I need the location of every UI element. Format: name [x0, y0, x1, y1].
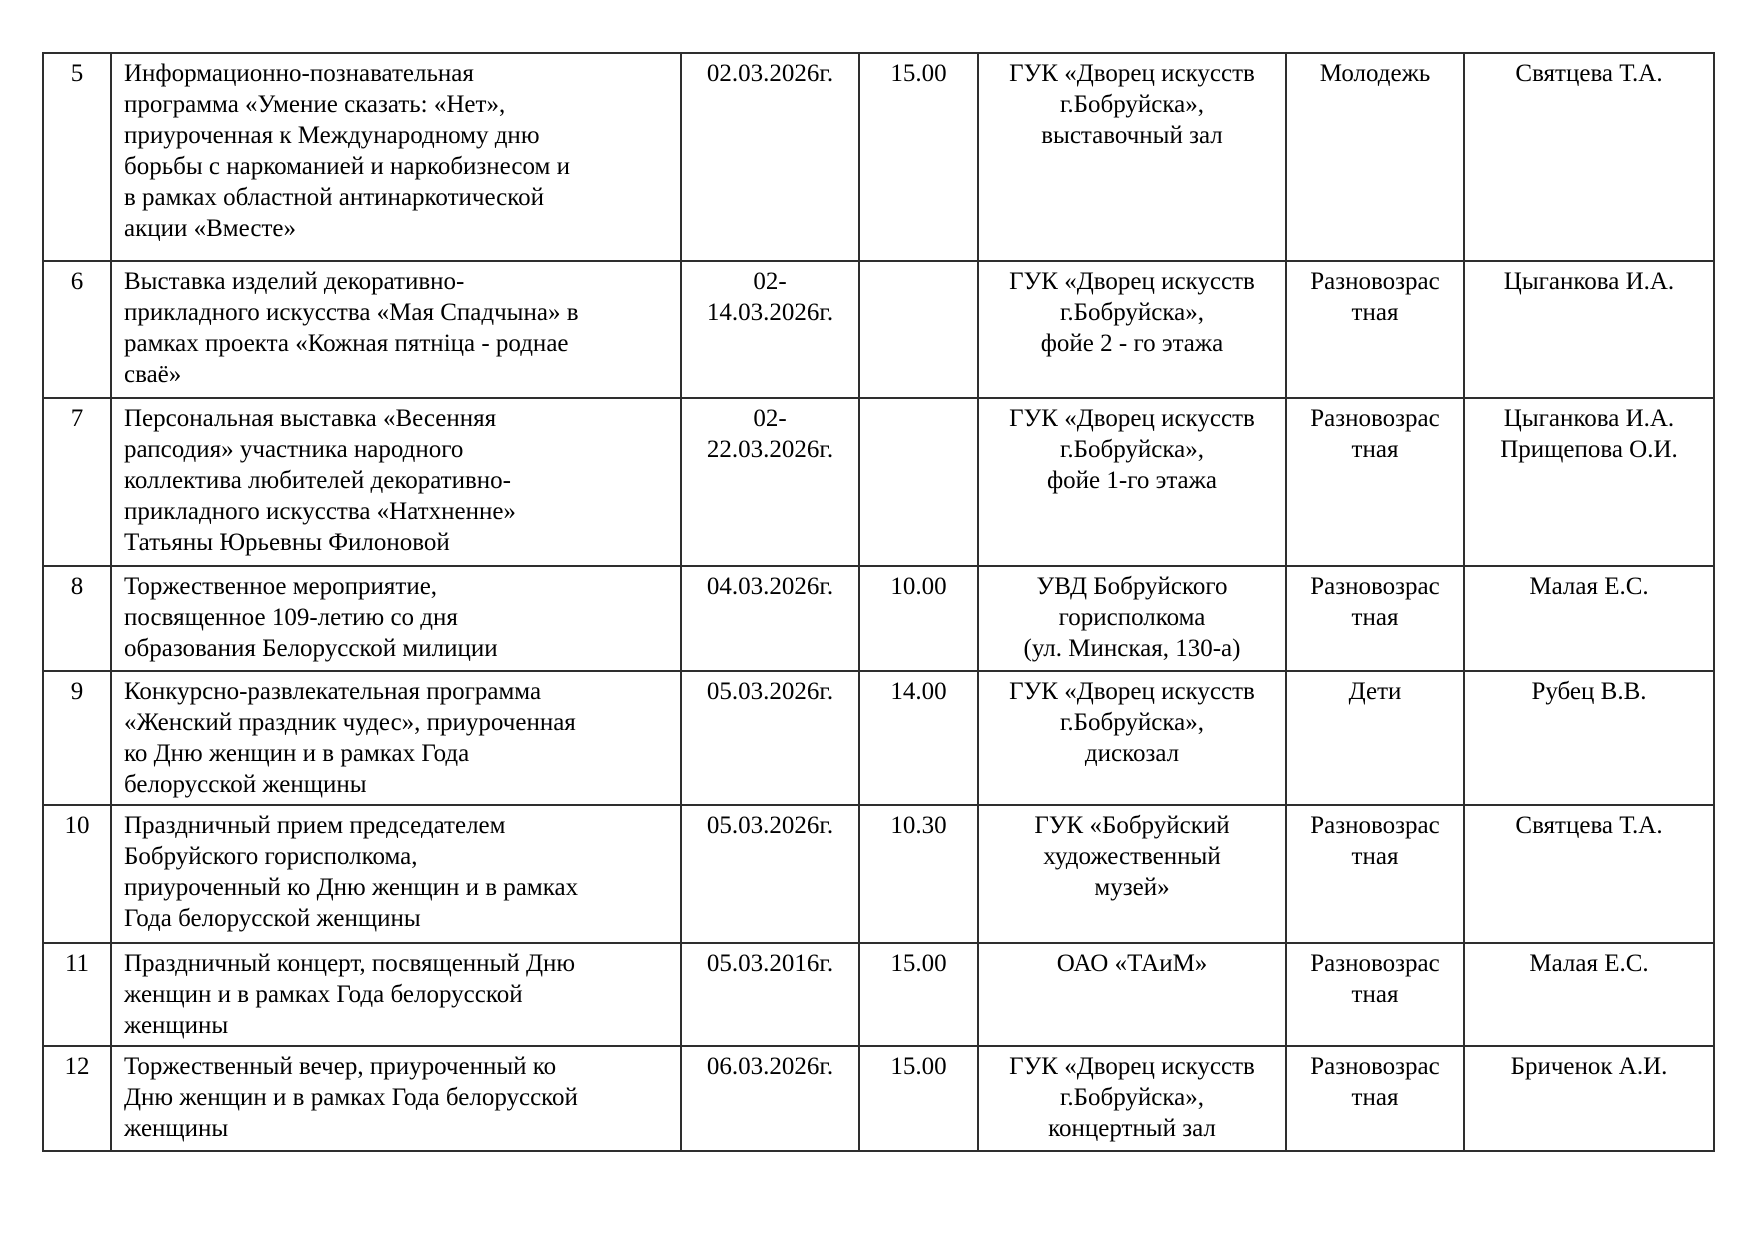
event-description-cell: Информационно-познавательная программа «… — [110, 52, 682, 262]
time-cell: 15.00 — [858, 52, 979, 262]
time-cell: 15.00 — [858, 1045, 979, 1152]
venue-cell: ГУК «Дворец искусств г.Бобруйска», фойе … — [977, 260, 1287, 399]
table-row: 12 Торжественный вечер, приуроченный ко … — [42, 1045, 1715, 1152]
date-cell: 06.03.2026г. — [680, 1045, 860, 1152]
table-row: 8 Торжественное мероприятие, посвященное… — [42, 565, 1715, 672]
date-cell: 02.03.2026г. — [680, 52, 860, 262]
time-cell: 10.30 — [858, 804, 979, 944]
date-cell: 05.03.2026г. — [680, 670, 860, 806]
table-row: 11 Праздничный концерт, посвященный Дню … — [42, 942, 1715, 1047]
time-cell: 15.00 — [858, 942, 979, 1047]
row-number-cell: 10 — [42, 804, 112, 944]
responsible-cell: Цыганкова И.А. Прищепова О.И. — [1463, 397, 1715, 567]
event-description-cell: Праздничный концерт, посвященный Дню жен… — [110, 942, 682, 1047]
venue-cell: ОАО «ТАиМ» — [977, 942, 1287, 1047]
date-cell: 05.03.2016г. — [680, 942, 860, 1047]
event-description-cell: Выставка изделий декоративно- прикладног… — [110, 260, 682, 399]
audience-cell: Разновозрас тная — [1285, 565, 1465, 672]
responsible-cell: Малая Е.С. — [1463, 942, 1715, 1047]
row-number-cell: 11 — [42, 942, 112, 1047]
venue-cell: ГУК «Дворец искусств г.Бобруйска», диско… — [977, 670, 1287, 806]
audience-cell: Разновозрас тная — [1285, 397, 1465, 567]
event-description-cell: Праздничный прием председателем Бобруйск… — [110, 804, 682, 944]
responsible-cell: Цыганкова И.А. — [1463, 260, 1715, 399]
responsible-cell: Малая Е.С. — [1463, 565, 1715, 672]
responsible-cell: Рубец В.В. — [1463, 670, 1715, 806]
events-schedule-table: 5 Информационно-познавательная программа… — [42, 52, 1715, 1152]
table-row: 9 Конкурсно-развлекательная программа «Ж… — [42, 670, 1715, 806]
time-cell: 10.00 — [858, 565, 979, 672]
table-row: 6 Выставка изделий декоративно- прикладн… — [42, 260, 1715, 399]
date-cell: 05.03.2026г. — [680, 804, 860, 944]
table-row: 5 Информационно-познавательная программа… — [42, 52, 1715, 262]
audience-cell: Дети — [1285, 670, 1465, 806]
row-number-cell: 9 — [42, 670, 112, 806]
venue-cell: ГУК «Бобруйский художественный музей» — [977, 804, 1287, 944]
date-cell: 02- 22.03.2026г. — [680, 397, 860, 567]
venue-cell: УВД Бобруйского горисполкома (ул. Минска… — [977, 565, 1287, 672]
venue-cell: ГУК «Дворец искусств г.Бобруйска», конце… — [977, 1045, 1287, 1152]
table-row: 10 Праздничный прием председателем Бобру… — [42, 804, 1715, 944]
event-description-cell: Торжественный вечер, приуроченный ко Дню… — [110, 1045, 682, 1152]
row-number-cell: 6 — [42, 260, 112, 399]
responsible-cell: Бриченок А.И. — [1463, 1045, 1715, 1152]
table-row: 7 Персональная выставка «Весенняя рапсод… — [42, 397, 1715, 567]
row-number-cell: 12 — [42, 1045, 112, 1152]
audience-cell: Разновозрас тная — [1285, 942, 1465, 1047]
date-cell: 02- 14.03.2026г. — [680, 260, 860, 399]
audience-cell: Разновозрас тная — [1285, 1045, 1465, 1152]
time-cell — [858, 260, 979, 399]
row-number-cell: 5 — [42, 52, 112, 262]
audience-cell: Разновозрас тная — [1285, 804, 1465, 944]
time-cell: 14.00 — [858, 670, 979, 806]
responsible-cell: Святцева Т.А. — [1463, 52, 1715, 262]
venue-cell: ГУК «Дворец искусств г.Бобруйска», фойе … — [977, 397, 1287, 567]
row-number-cell: 7 — [42, 397, 112, 567]
event-description-cell: Персональная выставка «Весенняя рапсодия… — [110, 397, 682, 567]
event-description-cell: Конкурсно-развлекательная программа «Жен… — [110, 670, 682, 806]
time-cell — [858, 397, 979, 567]
date-cell: 04.03.2026г. — [680, 565, 860, 672]
row-number-cell: 8 — [42, 565, 112, 672]
venue-cell: ГУК «Дворец искусств г.Бобруйска», выста… — [977, 52, 1287, 262]
audience-cell: Молодежь — [1285, 52, 1465, 262]
audience-cell: Разновозрас тная — [1285, 260, 1465, 399]
event-description-cell: Торжественное мероприятие, посвященное 1… — [110, 565, 682, 672]
responsible-cell: Святцева Т.А. — [1463, 804, 1715, 944]
